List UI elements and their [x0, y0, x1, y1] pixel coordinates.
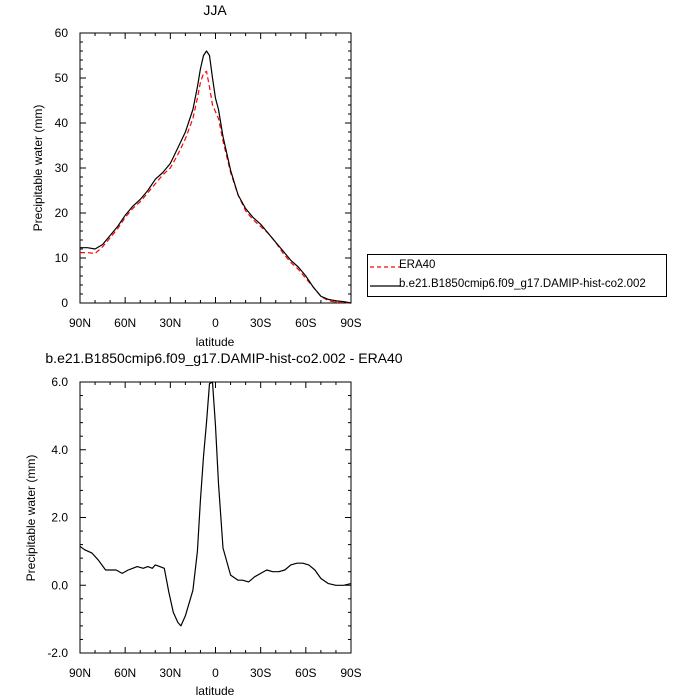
bottom-ytick-label: 2.0 — [51, 511, 68, 525]
legend-label-era40: ERA40 — [399, 259, 436, 271]
top-ytick-label: 0 — [61, 296, 68, 310]
bottom-ytick-label: 4.0 — [51, 443, 68, 457]
top-series-lines — [80, 50, 352, 304]
legend-item-model: b.e21.B1850cmip6.f09_g17.DAMIP-hist-co2.… — [368, 277, 666, 295]
legend-label-model: b.e21.B1850cmip6.f09_g17.DAMIP-hist-co2.… — [399, 278, 646, 290]
top-panel: JJA 90N 60N 30N 0 30S 60S 90S 0 10 20 30 40 50 60 lat… — [31, 2, 362, 349]
top-xtick-label: 30N — [159, 316, 181, 330]
top-ytick-label: 20 — [55, 206, 69, 220]
top-ytick-label: 40 — [55, 116, 69, 130]
legend-swatch-model — [370, 285, 400, 287]
top-tick-labels: 90N 60N 30N 0 30S 60S 90S 0 10 20 30 40 50 60 — [55, 26, 362, 330]
legend-swatch-era40 — [370, 266, 400, 268]
top-title: JJA — [203, 2, 227, 18]
bottom-xtick-label: 60N — [114, 666, 136, 680]
bottom-tick-labels: 90N 60N 30N 0 30S 60S 90S -2.0 0.0 2.0 4.0 6.0 — [47, 375, 361, 680]
bottom-panel: b.e21.B1850cmip6.f09_g17.DAMIP-hist-co2.… — [24, 350, 403, 698]
bottom-xtick-label: 90S — [340, 666, 361, 680]
bottom-x-axis-label: latitude — [196, 684, 235, 698]
top-ytick-label: 50 — [55, 71, 69, 85]
top-axis-ticks — [79, 32, 352, 304]
top-plot-frame — [79, 32, 352, 304]
legend-item-era40: ERA40 — [368, 258, 666, 276]
top-xtick-label: 90S — [340, 316, 361, 330]
bottom-ytick-label: -2.0 — [47, 646, 68, 660]
bottom-xtick-label: 90N — [69, 666, 91, 680]
bottom-xtick-label: 60S — [295, 666, 316, 680]
top-xtick-label: 90N — [69, 316, 91, 330]
top-ytick-label: 10 — [55, 251, 69, 265]
top-ytick-label: 30 — [55, 161, 69, 175]
legend: ERA40 b.e21.B1850cmip6.f09_g17.DAMIP-his… — [367, 254, 667, 297]
top-ytick-label: 60 — [55, 26, 69, 40]
bottom-ytick-label: 6.0 — [51, 375, 68, 389]
top-series-line-1 — [80, 50, 352, 304]
bottom-ytick-label: 0.0 — [51, 578, 68, 592]
top-xtick-label: 60S — [295, 316, 316, 330]
bottom-series-lines — [79, 381, 352, 627]
top-y-axis-label: Precipitable water (mm) — [31, 105, 45, 232]
top-xtick-label: 60N — [114, 316, 136, 330]
top-x-axis-label: latitude — [196, 335, 235, 349]
bottom-axis-ticks — [79, 381, 352, 654]
bottom-y-axis-label: Precipitable water (mm) — [24, 455, 38, 582]
top-xtick-label: 0 — [212, 316, 219, 330]
bottom-xtick-label: 30S — [250, 666, 271, 680]
bottom-series-line-0 — [79, 381, 352, 627]
bottom-xtick-label: 30N — [159, 666, 181, 680]
top-series-line-0 — [80, 70, 352, 304]
bottom-title: b.e21.B1850cmip6.f09_g17.DAMIP-hist-co2.… — [45, 350, 402, 366]
bottom-xtick-label: 0 — [212, 666, 219, 680]
top-xtick-label: 30S — [250, 316, 271, 330]
